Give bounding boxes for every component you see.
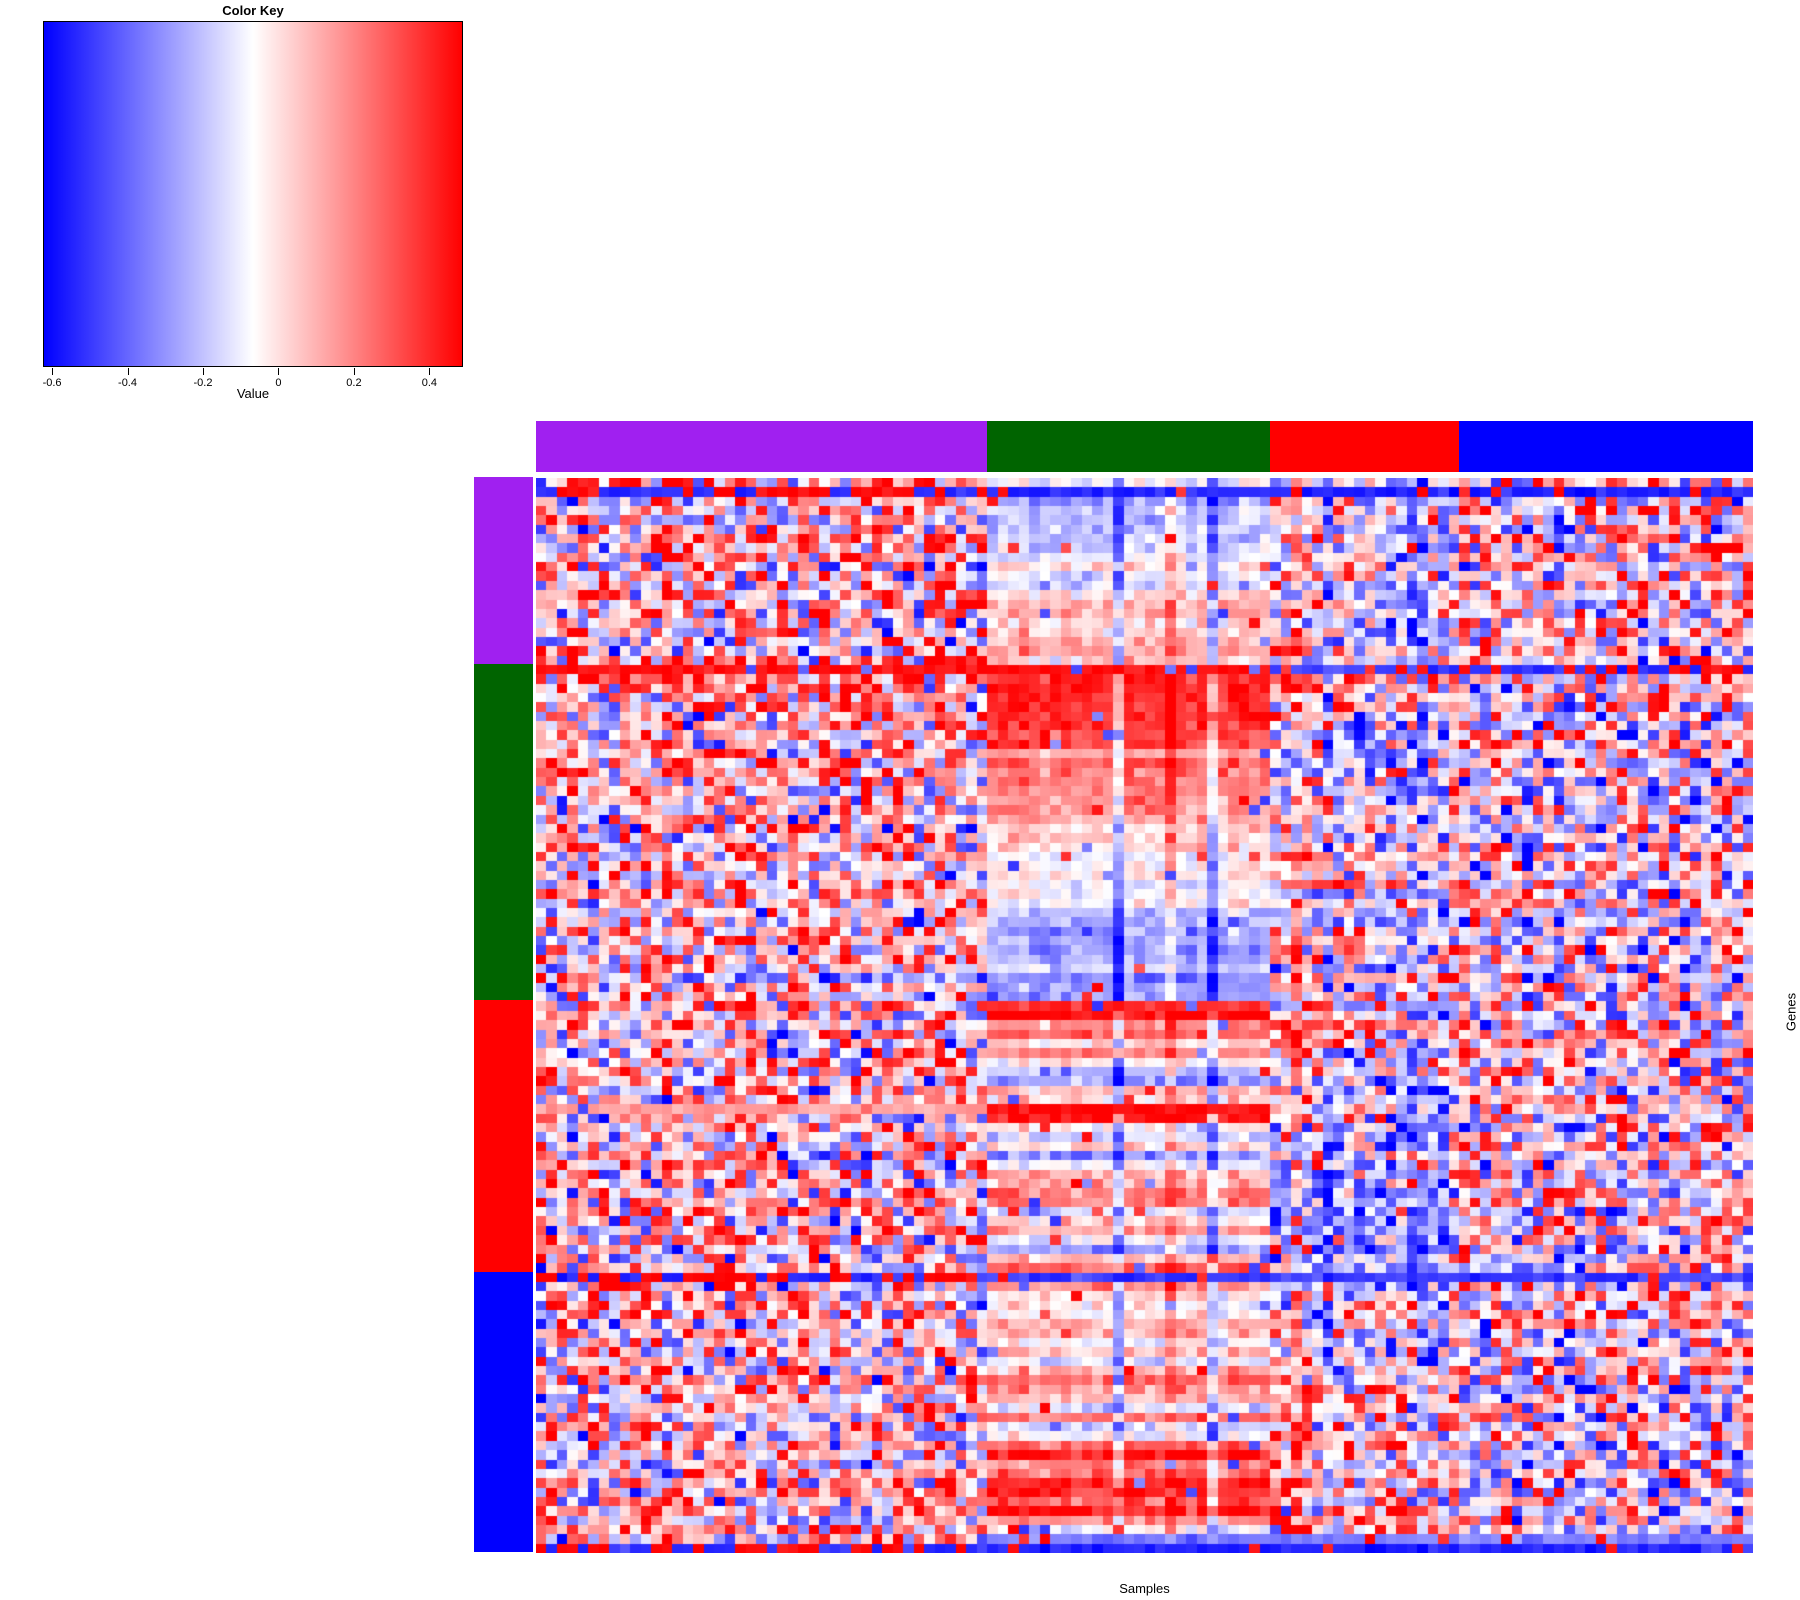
heatmap-canvas [536, 478, 1753, 1553]
y-axis-label: Genes [1783, 992, 1799, 1032]
column-sidebar-segment-blue [1459, 421, 1753, 472]
color-key-tick-label: -0.6 [42, 377, 62, 389]
row-side-colors [474, 477, 533, 1553]
row-sidebar-segment-darkgreen [474, 664, 533, 1000]
color-key-tick-label: 0.2 [346, 377, 362, 389]
row-sidebar-segment-purple [474, 477, 533, 664]
color-key-tick-label: 0.4 [421, 377, 438, 389]
column-sidebar-segment-purple [536, 421, 987, 472]
column-sidebar-segment-darkgreen [987, 421, 1270, 472]
column-side-colors [536, 421, 1753, 472]
column-sidebar-segment-red [1270, 421, 1459, 472]
color-key-tick [353, 368, 355, 375]
color-key-title: Color Key [222, 3, 284, 18]
color-key-tick [429, 368, 431, 375]
color-key-tick [203, 368, 204, 375]
color-key-value-label: Value [236, 386, 270, 401]
row-sidebar-segment-blue [474, 1272, 533, 1552]
color-key-tick [127, 368, 129, 375]
color-key-tick-label: 0 [275, 377, 282, 389]
color-key-gradient [43, 21, 463, 367]
color-key-tick [278, 368, 280, 375]
color-key-tick [52, 368, 54, 375]
color-key-tick-label: -0.2 [193, 377, 213, 389]
x-axis-label: Samples [1119, 1581, 1170, 1596]
row-sidebar-segment-red [474, 1000, 533, 1272]
color-key-axis: -0.6 -0.4 -0.2 0 0.2 0.4 [43, 367, 463, 407]
color-key-tick-label: -0.4 [118, 377, 137, 389]
